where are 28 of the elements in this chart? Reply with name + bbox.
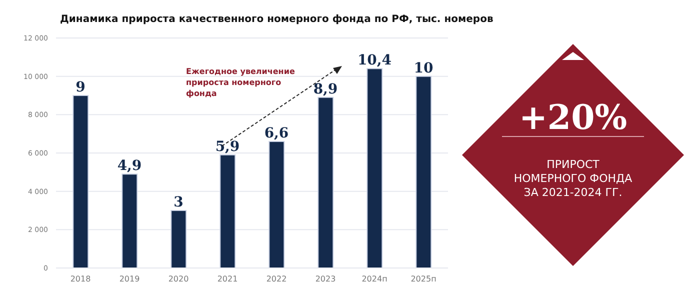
bar xyxy=(72,95,89,268)
bar xyxy=(366,68,383,268)
x-tick-label: 2020 xyxy=(168,274,189,284)
annotation: Ежегодное увеличение прироста номерного фонда xyxy=(186,66,296,99)
bar xyxy=(416,76,432,268)
annotation: 10 xyxy=(414,60,434,76)
bar xyxy=(122,174,138,268)
x-tick-label: 2023 xyxy=(315,274,336,284)
annotation: 4,9 xyxy=(117,158,142,174)
bar xyxy=(318,96,334,268)
annotation: 10,4 xyxy=(357,52,392,69)
x-tick-label: 2021 xyxy=(217,274,238,284)
chart-title: Динамика прироста качественного номерного фонда по РФ, тыс. номеров xyxy=(60,14,494,25)
x-tick-label: 2025п xyxy=(410,274,436,284)
annotation: 6,6 xyxy=(264,126,289,142)
annotation: 5,9 xyxy=(215,138,240,155)
x-tick-label: 2022 xyxy=(266,274,287,284)
bar xyxy=(220,154,236,268)
bar xyxy=(268,141,285,268)
bar xyxy=(170,210,187,268)
text: ПРИРОСТ НОМЕРНОГО ФОНДА ЗА 2021-2024 ГГ. xyxy=(512,158,634,200)
annotation: 3 xyxy=(174,194,184,210)
x-tick-label: 2024п xyxy=(362,274,388,284)
annotation: 8,9 xyxy=(313,81,338,98)
annotation: 9 xyxy=(76,80,86,96)
text: +20% xyxy=(518,98,628,138)
x-tick-label: 2018 xyxy=(70,274,91,284)
x-tick-label: 2019 xyxy=(119,274,140,284)
